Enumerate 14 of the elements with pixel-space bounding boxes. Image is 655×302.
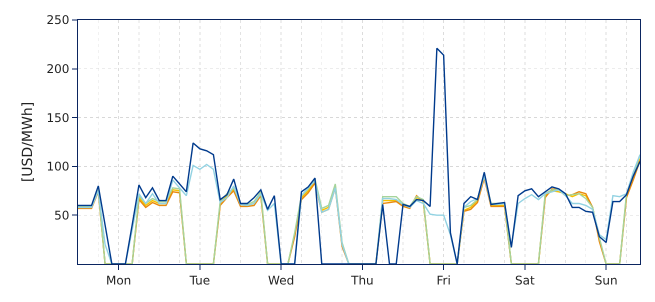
x-tick-label: Fri [436,274,451,288]
y-tick-label: 250 [46,13,70,28]
x-tick-label: Mon [106,274,132,288]
x-tick-label: Sat [515,274,536,288]
x-tick-label: Sun [594,274,618,288]
x-tick-label: Thu [350,274,374,288]
y-tick-label: 100 [46,160,70,174]
y-axis-title: [USD/MWh] [20,102,36,182]
x-tick-label: Wed [268,274,294,288]
y-tick-label: 200 [46,62,70,76]
y-tick-label: 50 [54,208,70,222]
line-series [78,48,640,264]
y-tick-label: 150 [46,110,70,125]
x-tick-label: Tue [188,274,210,288]
